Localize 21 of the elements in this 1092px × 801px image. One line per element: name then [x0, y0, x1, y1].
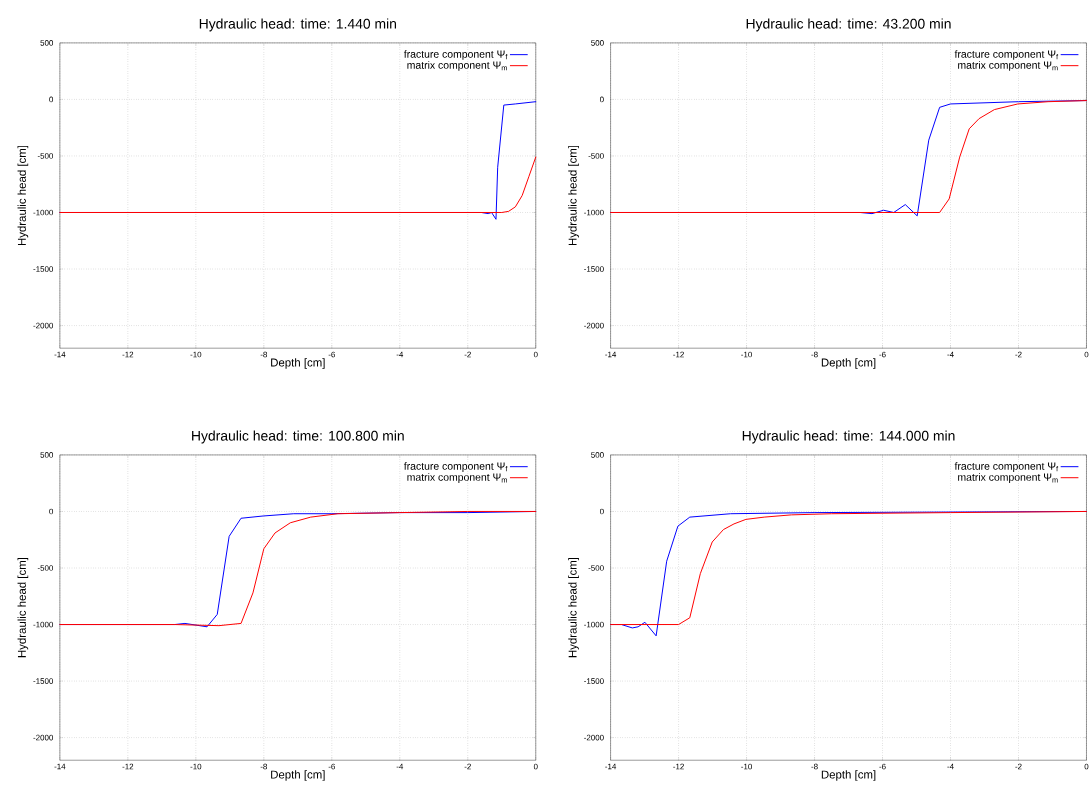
line-series: [59, 156, 537, 213]
chart-title: Hydraulic head: time: 43.200 min: [746, 18, 951, 32]
legend-label: fracture component Ψ$_{f}$: [954, 50, 1059, 60]
x-axis-title: Depth [cm]: [821, 770, 876, 781]
legend-label: matrix component Ψ$_{m}$: [958, 61, 1058, 71]
legend-label: matrix component Ψ$_{m}$: [407, 473, 507, 483]
chart-title: Hydraulic head: time: 100.800 min: [192, 430, 404, 444]
x-axis-title: Depth [cm]: [821, 358, 876, 369]
legend-label: matrix component Ψ$_{m}$: [407, 61, 507, 71]
y-axis-title: Hydraulic head [cm]: [17, 557, 29, 658]
chart-title: Hydraulic head: time: 144.000 min: [742, 430, 955, 444]
legend-label: fracture component Ψ$_{f}$: [403, 50, 508, 60]
x-axis-title: Depth [cm]: [271, 770, 325, 781]
y-axis-title: Hydraulic head [cm]: [568, 145, 579, 246]
legend-label: fracture component Ψ$_{f}$: [954, 462, 1059, 472]
legend-label: matrix component Ψ$_{m}$: [958, 473, 1058, 483]
y-axis-title: Hydraulic head [cm]: [568, 557, 579, 658]
legend-label: fracture component Ψ$_{f}$: [403, 462, 508, 472]
y-axis-title: Hydraulic head [cm]: [17, 145, 29, 246]
x-axis-title: Depth [cm]: [271, 358, 325, 369]
chart-title: Hydraulic head: time: 1.440 min: [199, 18, 397, 32]
